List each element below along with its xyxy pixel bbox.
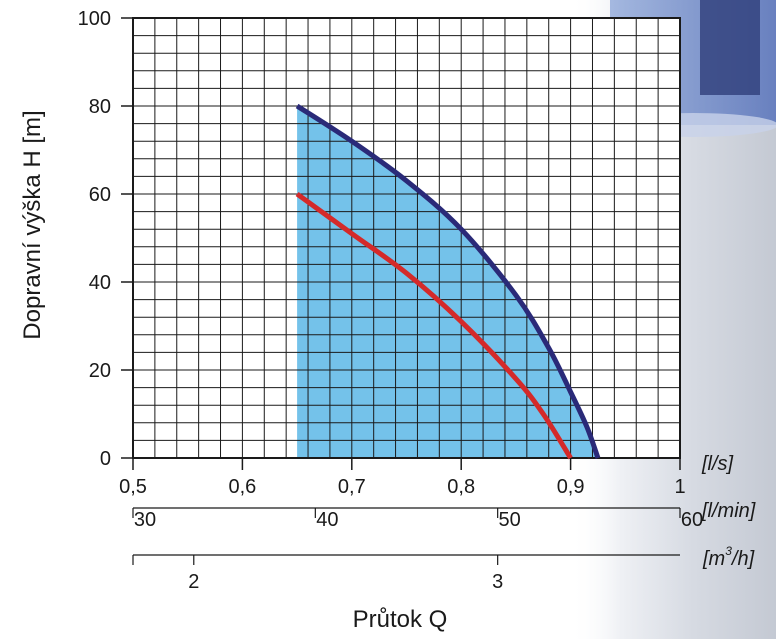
- x-axis: 0,5 0,6 0,7 0,8 0,9 1 30 40 50 60 2 3: [119, 458, 703, 593]
- y-tick-label: 40: [89, 272, 111, 294]
- x-tick-label-ls: 0,5: [119, 476, 147, 498]
- x-tick-label-ls: 0,6: [228, 476, 256, 498]
- y-tick-label: 0: [100, 448, 111, 470]
- curve-upper: [295, 103, 601, 459]
- x-tick-label-lmin: 40: [316, 509, 338, 531]
- x-tick-label-ls: 1: [674, 476, 685, 498]
- x-tick-label-lmin: 60: [681, 509, 703, 531]
- curve-lower: [295, 191, 573, 460]
- plot-frame: [132, 17, 681, 459]
- x-tick-label-m3h: 2: [188, 571, 199, 593]
- x-axis-title: Průtok Q: [353, 606, 448, 633]
- y-tick-label: 100: [78, 8, 111, 30]
- y-tick-label: 20: [89, 360, 111, 382]
- x-tick-label-lmin: 50: [499, 509, 521, 531]
- x-tick-label-ls: 0,7: [338, 476, 366, 498]
- x-unit-m3-per-h: [m3/h]: [702, 544, 755, 570]
- x-tick-label-ls: 0,9: [557, 476, 585, 498]
- x-unit-l-per-min: [l/min]: [701, 500, 756, 522]
- y-tick-label: 80: [89, 96, 111, 118]
- y-axis-title: Dopravní výška H [m]: [19, 110, 46, 339]
- y-axis: 0 20 40 60 80 100: [78, 8, 133, 470]
- grid-lines: [133, 18, 680, 458]
- curves: [295, 103, 601, 460]
- x-tick-label-lmin: 30: [134, 509, 156, 531]
- x-tick-label-ls: 0,8: [447, 476, 475, 498]
- x-tick-label-m3h: 3: [492, 571, 503, 593]
- plot-area: [132, 17, 681, 460]
- x-unit-l-per-s: [l/s]: [701, 453, 734, 475]
- y-tick-label: 60: [89, 184, 111, 206]
